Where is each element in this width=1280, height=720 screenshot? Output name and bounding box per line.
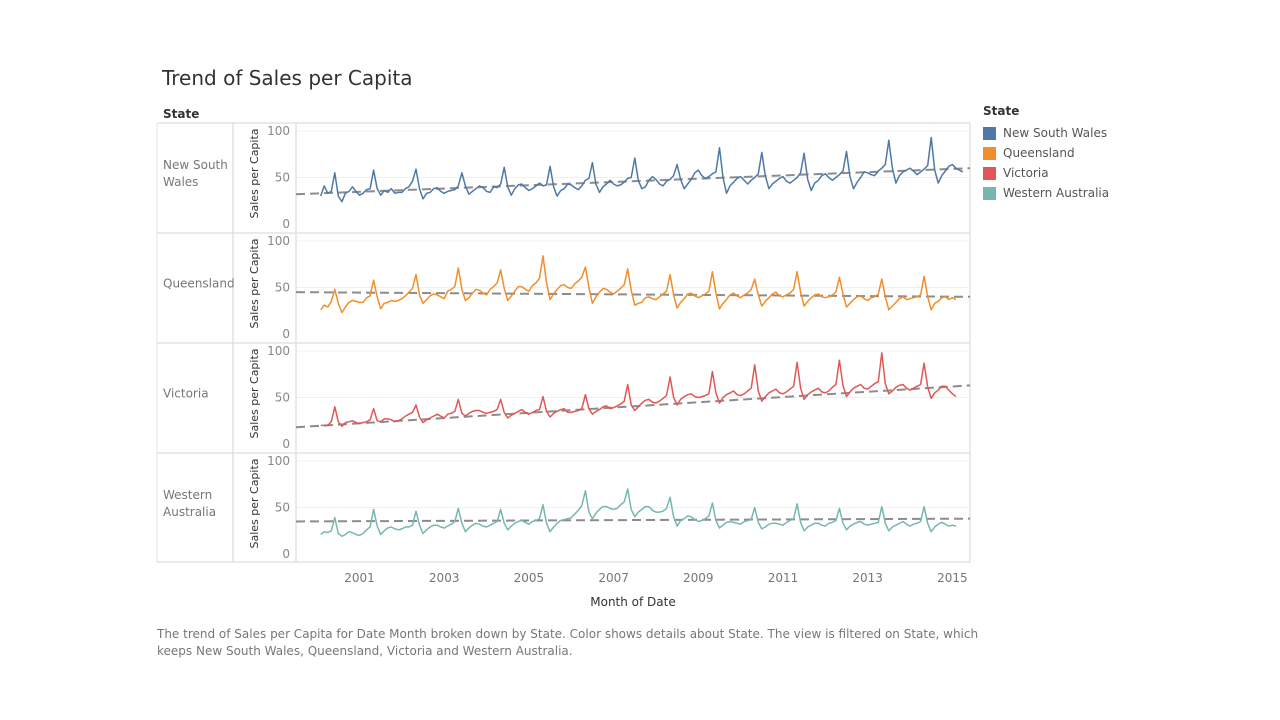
row-label: Queensland [163, 277, 235, 291]
legend-label: New South Wales [1003, 126, 1108, 140]
row-header-title: State [163, 107, 199, 121]
legend-swatch [983, 186, 996, 200]
x-tick-label: 2011 [768, 571, 799, 585]
x-tick-label: 2001 [344, 571, 375, 585]
x-axis-title: Month of Date [590, 595, 676, 609]
y-tick-label: 100 [267, 234, 290, 248]
y-tick-label: 100 [267, 344, 290, 358]
y-tick-label: 100 [267, 454, 290, 468]
x-tick-label: 2013 [852, 571, 883, 585]
y-tick-label: 0 [282, 217, 290, 231]
legend-item[interactable]: Queensland [983, 143, 1109, 163]
legend[interactable]: State New South Wales Queensland Victoria W… [983, 104, 1109, 203]
y-axis-title: Sales per Capita [248, 238, 261, 328]
legend-label: Victoria [1003, 166, 1049, 180]
y-tick-label: 50 [275, 391, 290, 405]
y-tick-label: 50 [275, 501, 290, 515]
legend-title: State [983, 104, 1020, 118]
y-tick-label: 0 [282, 547, 290, 561]
y-axis-title: Sales per Capita [248, 348, 261, 438]
series-line [320, 488, 957, 538]
legend-label: Western Australia [1003, 186, 1110, 200]
row-label: Western Australia [163, 488, 216, 519]
x-tick-label: 2003 [429, 571, 460, 585]
chart-title: Trend of Sales per Capita [162, 66, 413, 90]
y-axis-title: Sales per Capita [248, 128, 261, 218]
legend-items: New South Wales Queensland Victoria Western… [983, 123, 1109, 203]
trend-line [295, 167, 971, 196]
x-tick-label: 2015 [937, 571, 968, 585]
x-tick-label: 2007 [598, 571, 629, 585]
legend-label: Queensland [1003, 146, 1075, 160]
x-tick-label: 2009 [683, 571, 714, 585]
legend-swatch [983, 146, 996, 160]
series-line [319, 136, 964, 203]
legend-item[interactable]: Western Australia [983, 183, 1109, 203]
series-line [320, 255, 957, 314]
series-line [320, 352, 957, 428]
row-label: New South Wales [163, 158, 228, 189]
y-tick-label: 100 [267, 124, 290, 138]
row-label: Victoria [163, 387, 209, 401]
y-tick-label: 0 [282, 327, 290, 341]
legend-swatch [983, 166, 996, 180]
legend-item[interactable]: New South Wales [983, 123, 1109, 143]
y-tick-label: 50 [275, 281, 290, 295]
x-tick-label: 2005 [514, 571, 545, 585]
legend-swatch [983, 126, 996, 140]
trend-line [295, 517, 971, 523]
y-tick-label: 0 [282, 437, 290, 451]
y-tick-label: 50 [275, 171, 290, 185]
chart-caption: The trend of Sales per Capita for Date M… [157, 627, 979, 658]
legend-item[interactable]: Victoria [983, 163, 1109, 183]
y-axis-title: Sales per Capita [248, 458, 261, 548]
